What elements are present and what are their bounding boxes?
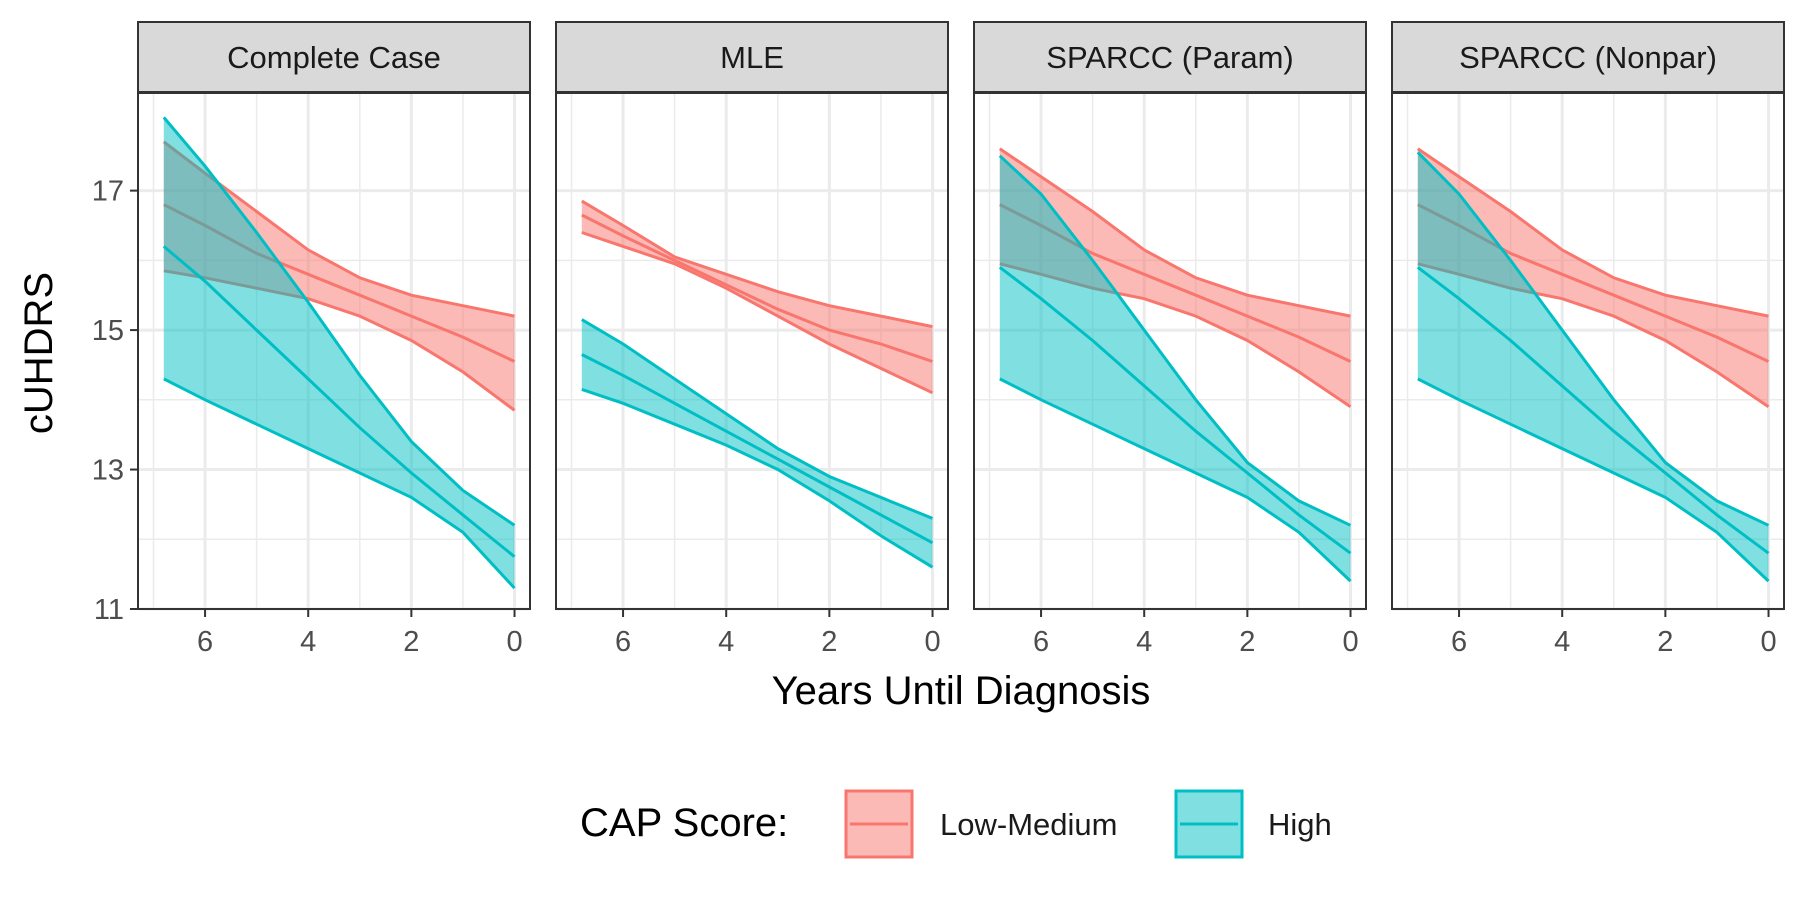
legend-label-high: High xyxy=(1268,807,1332,842)
upper-line-high xyxy=(1416,151,1770,527)
legend-key-low-medium xyxy=(844,789,914,859)
lower-line-high xyxy=(163,377,516,590)
series-high xyxy=(1416,151,1770,583)
x-tick-label: 2 xyxy=(821,626,837,658)
panel-strip-label: SPARCC (Param) xyxy=(1046,40,1293,75)
x-axis-title: Years Until Diagnosis xyxy=(772,669,1151,713)
y-axis: 11 13 15 17 xyxy=(92,176,138,626)
x-tick-label: 6 xyxy=(615,626,631,658)
panel-strip-label: SPARCC (Nonpar) xyxy=(1459,40,1717,75)
lower-line-low-medium xyxy=(581,231,934,395)
panel-complete-case: Complete Case xyxy=(137,21,531,611)
fit-line-high xyxy=(1416,266,1770,555)
upper-line-high xyxy=(162,116,516,527)
panel-mle: MLE xyxy=(555,21,949,611)
lower-line-high xyxy=(581,387,934,569)
panel-sparcc-param: SPARCC (Param) xyxy=(973,21,1367,611)
x-tick-label: 2 xyxy=(1239,626,1255,658)
panel-strip-label: Complete Case xyxy=(227,40,441,75)
x-tick-label: 2 xyxy=(403,626,419,658)
y-tick-label: 13 xyxy=(92,455,124,487)
legend-key-high xyxy=(1174,789,1244,859)
x-tick-label: 6 xyxy=(1451,626,1467,658)
x-axes: 6 4 2 0 6 4 2 0 6 4 2 0 6 4 2 0 xyxy=(197,609,1777,658)
x-tick-label: 4 xyxy=(718,626,734,658)
fit-line-high xyxy=(581,353,934,545)
panel-border xyxy=(555,92,949,610)
legend-title: CAP Score: xyxy=(580,801,788,845)
x-tick-label: 4 xyxy=(1136,626,1152,658)
y-tick-label: 11 xyxy=(94,594,124,626)
x-tick-label: 0 xyxy=(1760,626,1776,658)
y-tick-label: 15 xyxy=(92,315,124,347)
x-tick-label: 4 xyxy=(300,626,316,658)
lower-line-high xyxy=(1417,377,1770,583)
x-tick-label: 0 xyxy=(924,626,940,658)
x-tick-label: 0 xyxy=(506,626,522,658)
x-tick-label: 4 xyxy=(1554,626,1570,658)
confidence-ribbon-high xyxy=(1417,152,1769,582)
panel-strip xyxy=(555,21,949,93)
upper-line-low-medium xyxy=(581,199,933,329)
x-tick-label: 2 xyxy=(1657,626,1673,658)
legend: CAP Score: Low-Medium High xyxy=(580,789,1332,859)
panel-border xyxy=(973,92,1367,610)
y-tick-label: 17 xyxy=(92,176,124,208)
panels-layer: Complete Case MLE SPARCC (Param) SPARCC (No… xyxy=(137,21,1785,611)
panel-sparcc-nonpar: SPARCC (Nonpar) xyxy=(1391,21,1785,611)
confidence-ribbon-low-medium xyxy=(1417,148,1769,407)
panel-strip xyxy=(973,21,1367,93)
panel-border xyxy=(137,92,531,610)
panel-border xyxy=(1391,92,1785,610)
lower-line-high xyxy=(999,377,1352,583)
panel-strip-label: MLE xyxy=(720,40,784,75)
confidence-ribbon-low-medium xyxy=(999,148,1351,407)
upper-line-high xyxy=(998,154,1352,527)
series-high xyxy=(581,318,934,569)
fit-line-high xyxy=(162,245,516,558)
upper-line-low-medium xyxy=(998,147,1351,318)
series-high xyxy=(998,154,1352,583)
legend-label-low-medium: Low-Medium xyxy=(940,807,1117,842)
confidence-ribbon-low-medium xyxy=(581,201,933,393)
x-tick-label: 6 xyxy=(197,626,213,658)
upper-line-high xyxy=(581,318,934,520)
y-axis-title: cUHDRS xyxy=(17,272,61,434)
x-tick-label: 6 xyxy=(1033,626,1049,658)
series-low-medium xyxy=(581,199,934,395)
confidence-ribbon-high xyxy=(581,319,933,568)
upper-line-low-medium xyxy=(1416,147,1769,318)
panel-strip xyxy=(1391,21,1785,93)
x-tick-label: 0 xyxy=(1342,626,1358,658)
fit-line-high xyxy=(998,266,1352,555)
confidence-ribbon-high xyxy=(163,117,515,589)
fit-line-low-medium xyxy=(581,213,933,363)
panel-strip xyxy=(137,21,531,93)
series-high xyxy=(162,116,516,590)
